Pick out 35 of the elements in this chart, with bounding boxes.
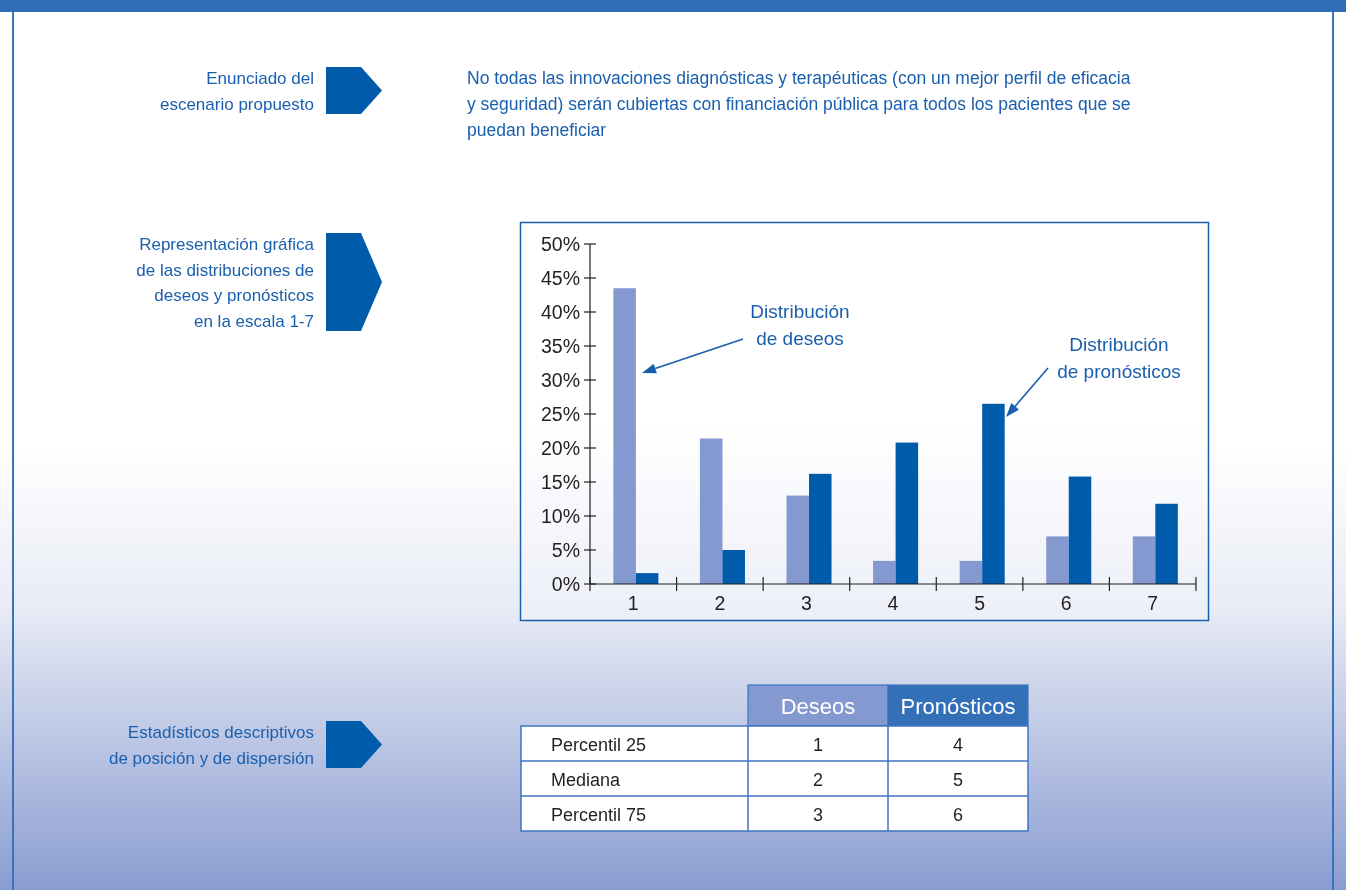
y-tick-label: 35% [540,335,580,357]
x-tick-label: 5 [974,592,986,614]
category-label: Mediana [551,770,622,790]
category-label: Percentil 75 [551,805,647,825]
y-tick-label: 20% [540,437,580,459]
y-tick-label: 5% [551,539,580,561]
y-tick-label: 40% [540,301,580,323]
y-tick-label: 25% [540,403,580,425]
annotation: Distribución de deseos [750,301,850,349]
annotation: Distribución de pronósticos [1057,334,1181,382]
data-label: 1 [812,735,824,755]
y-tick-label: 45% [540,267,580,289]
x-tick-label: 2 [714,592,726,614]
data-label: 3 [812,805,824,825]
text: Estadísticos descriptivos de posición y de dispersión [108,723,314,768]
text: Representación gráfica de las distribuciones de deseos y pronósticos en la escala 1-7 [136,235,315,331]
data-label: 4 [952,735,964,755]
data-label: 2 [812,770,824,790]
category-label: Percentil 25 [551,735,647,755]
text: Pronósticos [900,694,1016,719]
x-tick-label: 1 [627,592,639,614]
x-tick-label: 7 [1147,592,1159,614]
y-tick-label: 30% [540,369,580,391]
text: No todas las innovaciones diagnósticas y terapéuticas (con un mejor perfil de eficacia y seguridad) serán cubiertas con financiación pública para todos los pacientes que se puedan beneficiar [467,68,1131,140]
text: Enunciado del escenario propuesto [159,69,314,114]
y-tick-label: 0% [551,573,580,595]
x-tick-label: 3 [801,592,812,614]
x-tick-label: 6 [1060,592,1072,614]
x-tick-label: 4 [887,592,899,614]
y-tick-label: 15% [540,471,580,493]
y-tick-label: 50% [540,233,580,255]
y-tick-label: 10% [540,505,580,527]
data-label: 5 [952,770,964,790]
series-label: Deseos [780,694,856,719]
data-label: 6 [952,805,964,825]
